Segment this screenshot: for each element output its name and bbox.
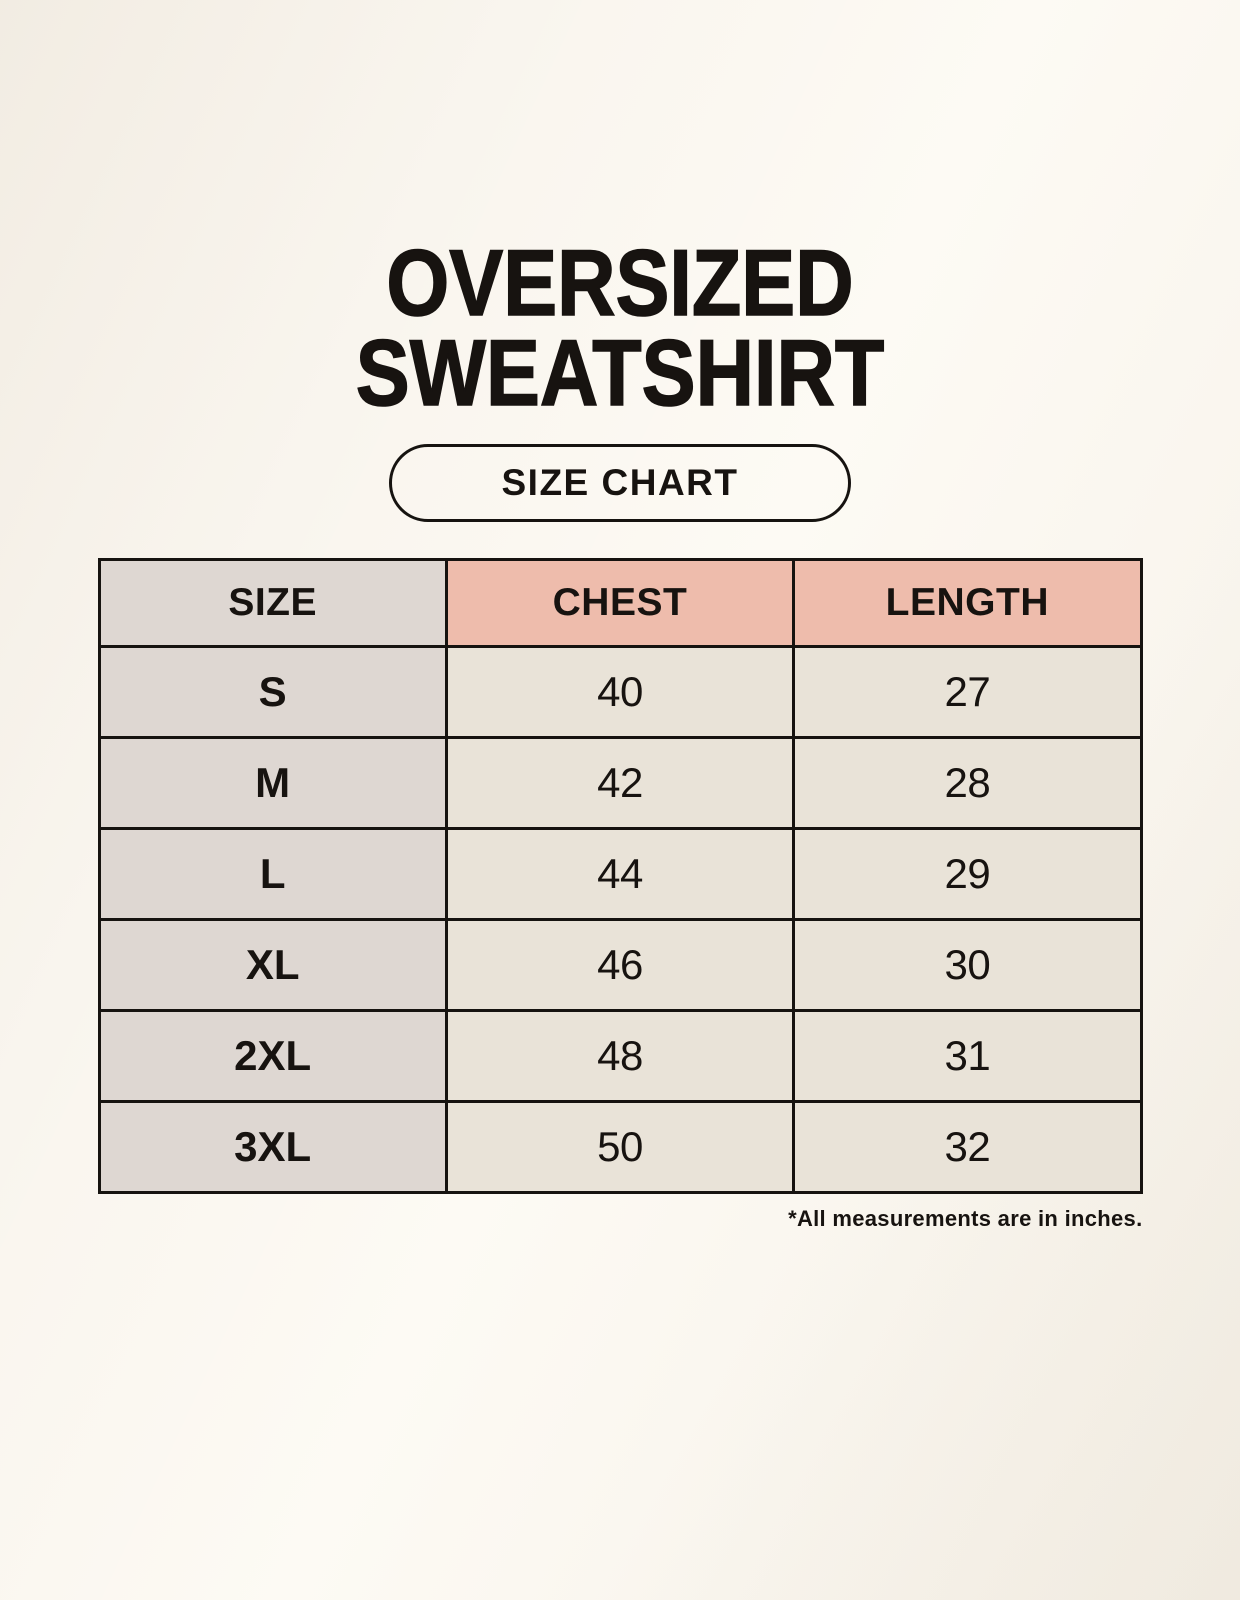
title-line-1: OVERSIZED	[386, 230, 855, 335]
size-cell: L	[97, 827, 448, 922]
size-cell: XL	[97, 918, 448, 1013]
size-chart-button-label: SIZE CHART	[501, 462, 739, 504]
length-cell: 31	[792, 1009, 1143, 1104]
chest-cell: 50	[444, 1100, 796, 1195]
table-row: L 44 29	[97, 827, 1143, 922]
chest-cell: 48	[444, 1009, 796, 1104]
size-table-container: SIZE CHEST LENGTH S 40 27 M 42 28 L	[97, 558, 1143, 1232]
table-row: M 42 28	[97, 736, 1143, 831]
size-cell: S	[97, 645, 448, 740]
column-header-chest: CHEST	[444, 558, 796, 649]
size-cell: 2XL	[97, 1009, 448, 1104]
size-cell: M	[97, 736, 448, 831]
table-header-row: SIZE CHEST LENGTH	[97, 558, 1143, 649]
table-row: S 40 27	[97, 645, 1143, 740]
chest-cell: 46	[444, 918, 796, 1013]
page-title: OVERSIZED SWEATSHIRT	[87, 0, 1153, 426]
table-row: 2XL 48 31	[97, 1009, 1143, 1104]
length-cell: 28	[792, 736, 1143, 831]
measurements-note: *All measurements are in inches.	[788, 1206, 1143, 1232]
length-cell: 30	[792, 918, 1143, 1013]
length-cell: 27	[792, 645, 1143, 740]
size-cell: 3XL	[97, 1100, 448, 1195]
length-cell: 29	[792, 827, 1143, 922]
title-line-2: SWEATSHIRT	[355, 320, 885, 426]
size-table: SIZE CHEST LENGTH S 40 27 M 42 28 L	[97, 558, 1143, 1195]
column-header-length: LENGTH	[792, 558, 1143, 649]
column-header-size: SIZE	[97, 558, 448, 649]
table-row: XL 46 30	[97, 918, 1143, 1013]
size-chart-button[interactable]: SIZE CHART	[389, 444, 851, 523]
chest-cell: 40	[444, 645, 796, 740]
chest-cell: 44	[444, 827, 796, 922]
table-row: 3XL 50 32	[97, 1100, 1143, 1195]
length-cell: 32	[792, 1100, 1143, 1195]
chest-cell: 42	[444, 736, 796, 831]
